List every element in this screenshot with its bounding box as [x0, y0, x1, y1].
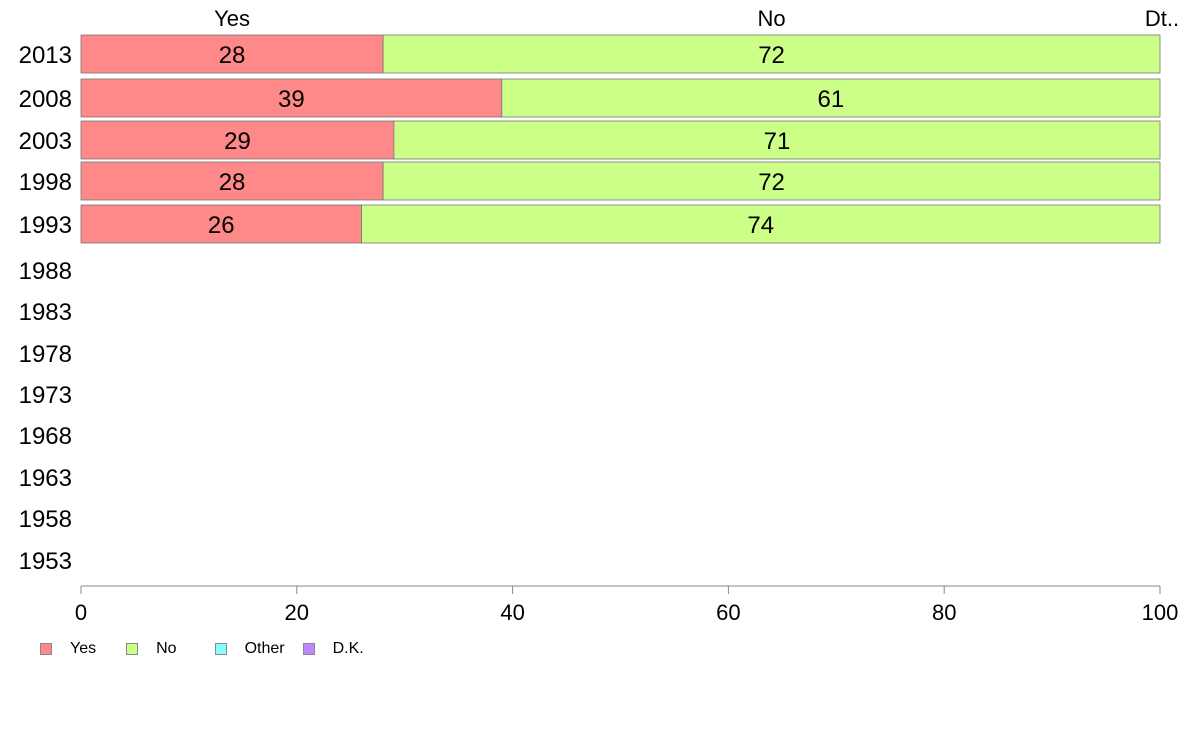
- bar-2008-no: [501, 78, 1161, 118]
- legend-item-yes: Yes: [40, 640, 126, 658]
- value-label-1993-yes: 26: [208, 212, 235, 239]
- legend-item-no: No: [126, 640, 214, 658]
- y-label-1973: 1973: [19, 382, 72, 409]
- x-tick-label-60: 60: [716, 600, 740, 625]
- x-tick-label-40: 40: [500, 600, 524, 625]
- legend-item-dk: D.K.: [302, 640, 364, 658]
- top-label-0: Yes: [214, 6, 250, 31]
- legend-item-other: Other: [214, 640, 303, 658]
- legend-label-dk: D.K.: [332, 640, 364, 657]
- value-label-2008-yes: 39: [278, 86, 305, 113]
- legend-swatch-yes: [40, 643, 52, 655]
- y-label-1998: 1998: [19, 169, 72, 196]
- top-label-1: No: [757, 6, 785, 31]
- y-label-1983: 1983: [19, 299, 72, 326]
- y-label-1988: 1988: [19, 258, 72, 285]
- legend-label-no: No: [156, 640, 177, 657]
- value-label-2003-yes: 29: [224, 128, 251, 155]
- value-label-1993-no: 74: [747, 212, 774, 239]
- bar-2008-yes: [80, 78, 503, 118]
- bar-1993-no: [361, 204, 1161, 244]
- bar-1998-no: [382, 161, 1161, 201]
- value-label-2003-no: 71: [764, 128, 791, 155]
- y-label-1993: 1993: [19, 212, 72, 239]
- y-axis-labels: 2013 2008 2003 1998 1993 1988 1983 1978 1973 1968…: [19, 42, 72, 575]
- value-label-1998-no: 72: [758, 169, 785, 196]
- y-label-1968: 1968: [19, 423, 72, 450]
- legend-swatch-no: [126, 643, 139, 655]
- bar-2013-yes: [80, 34, 384, 74]
- value-label-2013-yes: 28: [219, 42, 246, 69]
- bars: 28 72 39 61 29 71 28 72 26 74: [80, 34, 1161, 244]
- bar-2003-yes: [80, 120, 395, 160]
- y-label-1958: 1958: [19, 506, 72, 533]
- x-tick-label-80: 80: [932, 600, 956, 625]
- bar-2003-no: [393, 120, 1161, 160]
- y-label-2003: 2003: [19, 128, 72, 155]
- value-label-2013-no: 72: [758, 42, 785, 69]
- legend: Yes No Other D.K.: [40, 640, 364, 658]
- bar-1998-yes: [80, 161, 384, 201]
- legend-label-other: Other: [244, 640, 285, 657]
- y-label-2008: 2008: [19, 86, 72, 113]
- value-label-1998-yes: 28: [219, 169, 246, 196]
- y-label-2013: 2013: [19, 42, 72, 69]
- x-tick-label-100: 100: [1142, 600, 1179, 625]
- legend-label-yes: Yes: [70, 640, 97, 657]
- x-axis: 0 20 40 60 80 100: [75, 585, 1179, 625]
- y-label-1953: 1953: [19, 548, 72, 575]
- bar-1993-yes: [80, 204, 362, 244]
- x-tick-label-0: 0: [75, 600, 87, 625]
- legend-swatch-dk: [302, 643, 315, 655]
- value-label-2008-no: 61: [818, 86, 845, 113]
- top-labels: Yes No Dt..: [214, 6, 1179, 31]
- top-label-2: Dt..: [1145, 6, 1179, 31]
- y-label-1963: 1963: [19, 465, 72, 492]
- y-label-1978: 1978: [19, 341, 72, 368]
- x-tick-label-20: 20: [285, 600, 309, 625]
- legend-swatch-other: [214, 643, 227, 655]
- bar-2013-no: [382, 34, 1161, 74]
